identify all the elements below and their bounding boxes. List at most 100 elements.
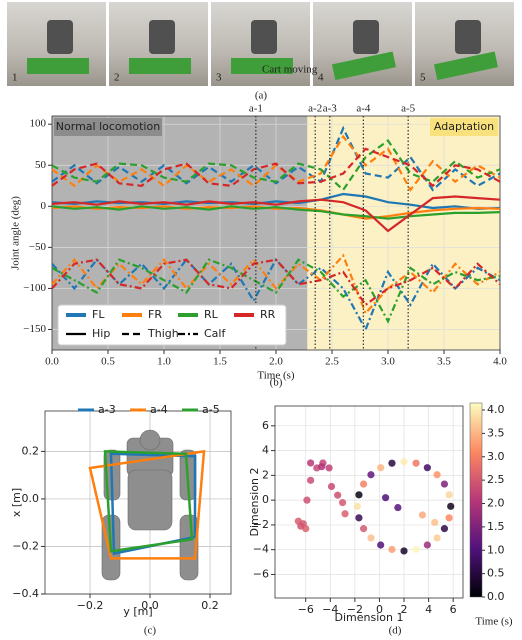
plot-frame	[51, 115, 501, 351]
y-tick-label: −100	[23, 282, 46, 294]
y-axis-label: Dimension 2	[248, 468, 261, 537]
photo-number: 4	[318, 72, 324, 84]
scatter-point	[418, 511, 427, 519]
legend-label: a-5	[202, 403, 220, 416]
y-tick-label: −150	[23, 323, 46, 335]
x-tick-label: 2	[401, 603, 408, 616]
scatter-point	[355, 514, 363, 522]
scatter-point	[400, 547, 408, 555]
y-tick-label: −6	[253, 567, 269, 580]
legend-label: FL	[92, 308, 105, 321]
x-tick-label: 0.2	[201, 599, 219, 612]
x-tick-label: 4.0	[493, 356, 507, 368]
colorbar-tick-label: 3.5	[487, 426, 505, 439]
scatter-point	[433, 534, 441, 542]
x-tick-label: −2	[347, 603, 363, 616]
y-tick-label: −0.2	[12, 539, 39, 552]
joint-line	[51, 205, 501, 220]
joint-line	[51, 147, 501, 188]
cart	[27, 58, 89, 74]
colorbar-tick-label: 2.5	[487, 473, 505, 486]
plot-frame	[274, 405, 464, 599]
colorbar-tick-label: 2.0	[487, 497, 505, 510]
region-label: Adaptation	[434, 120, 494, 133]
scatter-point	[334, 491, 342, 499]
event-label: a-2	[308, 103, 322, 115]
scatter-point	[303, 496, 311, 504]
event-label: a-5	[401, 103, 416, 115]
legend-label: Calf	[204, 327, 226, 340]
cart	[331, 51, 396, 81]
scatter-point	[307, 476, 315, 484]
x-axis-label: y [m]	[123, 605, 152, 618]
scatter-point	[388, 459, 396, 467]
scatter-point	[433, 471, 441, 479]
x-tick-label: 4	[425, 603, 432, 616]
scatter-point	[341, 510, 349, 518]
y-tick-label: 2	[262, 468, 269, 481]
cart	[231, 58, 293, 74]
legend-label: a-3	[98, 403, 116, 416]
x-tick-label: 2.0	[269, 356, 283, 368]
scatter-point	[367, 534, 375, 542]
scatter-point	[377, 464, 385, 472]
colorbar-tick-label: 4.0	[487, 403, 505, 416]
scatter-point	[367, 471, 375, 479]
x-tick-label: 0	[376, 603, 383, 616]
scatter-point	[359, 480, 368, 488]
photo-number: 1	[12, 72, 18, 84]
colorbar	[469, 402, 483, 598]
scatter-point	[423, 541, 431, 549]
legend-label: a-4	[150, 403, 168, 416]
x-tick-label: −4	[322, 603, 338, 616]
y-tick-label: −4	[253, 543, 269, 556]
joint-line	[51, 134, 501, 192]
y-tick-label: 100	[30, 118, 47, 130]
legend-label: Hip	[92, 327, 110, 340]
photo-strip: 1 2 3 4 5 Cart moving	[7, 2, 514, 86]
y-tick-label: 0.0	[22, 492, 40, 505]
colorbar-label: Time (s)	[475, 616, 513, 628]
scatter-point	[423, 464, 431, 472]
scatter-point	[353, 502, 361, 510]
y-tick-label: −50	[29, 241, 47, 253]
scatter-point	[325, 464, 333, 472]
y-tick-label: −0.4	[12, 587, 39, 600]
y-tick-label: 0	[41, 200, 47, 212]
scatter-point	[297, 522, 305, 530]
y-tick-label: −2	[253, 518, 269, 531]
x-tick-label: 1.0	[157, 356, 171, 368]
photo-number: 2	[114, 72, 120, 84]
x-tick-label: −6	[298, 603, 314, 616]
scatter-point	[318, 463, 326, 471]
y-tick-label: 50	[35, 159, 47, 171]
scatter-point	[412, 545, 420, 554]
cart	[129, 58, 191, 74]
legend-label: RL	[204, 308, 219, 321]
panel-label: (c)	[144, 625, 157, 637]
y-tick-label: 4	[262, 444, 269, 457]
y-axis-label: x [m]	[10, 488, 23, 517]
event-label: a-3	[323, 103, 338, 115]
legend-box	[57, 304, 287, 346]
legend-label: FR	[148, 308, 162, 321]
colorbar-tick-label: 1.5	[487, 520, 505, 533]
scatter-point	[377, 541, 385, 549]
scatter-point	[445, 491, 453, 499]
photo-number: 5	[420, 72, 426, 84]
x-tick-label: 6	[450, 603, 457, 616]
x-tick-label: 0.0	[141, 599, 159, 612]
robot	[149, 20, 175, 54]
scatter-point	[440, 525, 449, 533]
joint-line	[51, 253, 501, 316]
support-polygon	[109, 452, 197, 556]
scatter-point	[412, 459, 420, 467]
scatter-point	[355, 491, 363, 499]
scatter-point	[394, 503, 402, 512]
y-axis-label: Joint angle (deg)	[10, 196, 22, 270]
panel-label: (d)	[389, 625, 402, 637]
robot	[455, 20, 481, 54]
x-tick-label: 0.0	[45, 356, 59, 368]
